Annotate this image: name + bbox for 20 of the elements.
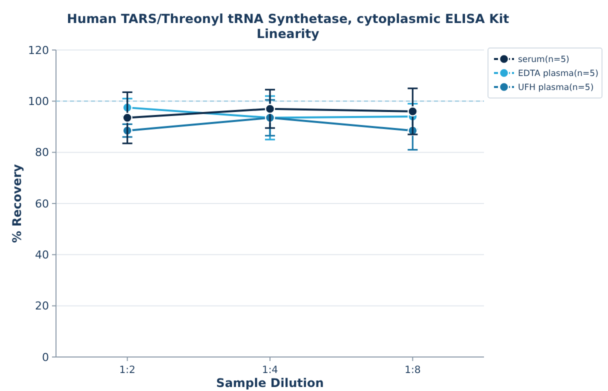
x-tick-label: 1:4 [262,365,278,376]
legend-label: serum(n=5) [518,54,570,65]
legend-label: EDTA plasma(n=5) [518,68,598,79]
y-axis-title: % Recovery [10,164,24,243]
y-tick-label: 120 [28,44,49,57]
legend-label: UFH plasma(n=5) [518,82,594,93]
chart-subtitle: Linearity [256,26,320,41]
y-tick-label: 80 [35,146,49,160]
point [122,112,132,123]
y-tick-label: 20 [35,300,49,313]
x-axis-title: Sample Dilution [216,376,324,390]
point [264,104,276,114]
y-tick-label: 60 [35,197,49,210]
x-tick-label: 1:8 [404,365,421,376]
point [408,106,418,116]
x-tick-label: 1:2 [119,365,136,376]
chart-title: Human TARS/Threonyl tRNA Synthetase, cytoplasmic ELISA Kit [66,11,510,26]
y-tick-label: 0 [42,350,49,364]
y-tick-label: 40 [35,248,49,262]
y-tick-label: 100 [28,95,49,108]
